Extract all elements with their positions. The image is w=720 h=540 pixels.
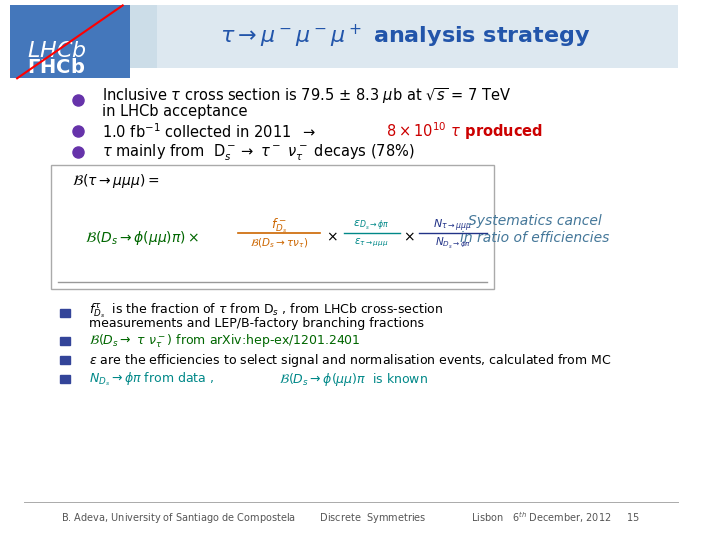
- Text: measurements and LEP/B-factory branching fractions: measurements and LEP/B-factory branching…: [89, 318, 423, 330]
- Text: $\mathcal{B}(\tau \rightarrow \mu\mu\mu) =$: $\mathcal{B}(\tau \rightarrow \mu\mu\mu)…: [71, 172, 159, 190]
- FancyBboxPatch shape: [60, 309, 70, 317]
- FancyBboxPatch shape: [60, 356, 70, 364]
- Text: $8 \times 10^{10}$ $\tau$ produced: $8 \times 10^{10}$ $\tau$ produced: [382, 120, 544, 142]
- Text: $\mathcal{B}(D_s$$\rightarrow$ $\tau$ $\nu_\tau^-$) from arXiv:hep-ex/1201.2401: $\mathcal{B}(D_s$$\rightarrow$ $\tau$ $\…: [89, 333, 360, 350]
- Text: $\times$: $\times$: [325, 231, 338, 245]
- Text: $\mathit{LHCb}$: $\mathit{LHCb}$: [27, 41, 87, 62]
- Text: $f_{D_s}^-$: $f_{D_s}^-$: [271, 216, 287, 235]
- FancyBboxPatch shape: [130, 5, 157, 68]
- Text: $\mathcal{B}(D_s \rightarrow \phi(\mu\mu)\pi) \times$: $\mathcal{B}(D_s \rightarrow \phi(\mu\mu…: [85, 228, 199, 247]
- Text: $\mathbf{\Gamma HCb}$: $\mathbf{\Gamma HCb}$: [27, 58, 86, 77]
- FancyBboxPatch shape: [51, 165, 494, 289]
- Text: $\varepsilon_{\tau \rightarrow \mu\mu\mu}$: $\varepsilon_{\tau \rightarrow \mu\mu\mu…: [354, 237, 389, 249]
- Text: $\tau$ mainly from  D$_s^-$$\rightarrow$ $\tau^-$ $\nu_\tau^-$ decays (78%): $\tau$ mainly from D$_s^-$$\rightarrow$ …: [102, 142, 415, 163]
- Text: Systematics cancel: Systematics cancel: [468, 214, 601, 228]
- Text: $\varepsilon$ are the efficiencies to select signal and normalisation events, ca: $\varepsilon$ are the efficiencies to se…: [89, 352, 611, 369]
- Text: B. Adeva, University of Santiago de Compostela        Discrete  Symmetries      : B. Adeva, University of Santiago de Comp…: [61, 510, 640, 526]
- Text: in ratio of efficiencies: in ratio of efficiencies: [460, 231, 609, 245]
- Text: $\mathcal{B}(D_s$$\rightarrow$$\phi(\mu\mu)\pi$  is known: $\mathcal{B}(D_s$$\rightarrow$$\phi(\mu\…: [279, 370, 428, 388]
- FancyBboxPatch shape: [60, 375, 70, 383]
- FancyBboxPatch shape: [133, 5, 678, 68]
- Text: $N_{D_s \rightarrow \phi\pi}$: $N_{D_s \rightarrow \phi\pi}$: [435, 235, 471, 251]
- Text: in LHCb acceptance: in LHCb acceptance: [102, 104, 248, 119]
- Text: $\mathcal{B}(D_s \rightarrow \tau\nu_\tau)$: $\mathcal{B}(D_s \rightarrow \tau\nu_\ta…: [251, 236, 308, 250]
- FancyBboxPatch shape: [60, 337, 70, 346]
- Text: $f_{D_s}^\tau$  is the fraction of $\tau$ from D$_s$ , from LHCb cross-section: $f_{D_s}^\tau$ is the fraction of $\tau$…: [89, 301, 443, 320]
- Text: $N_{D_s}$$\rightarrow$$\phi\pi$ from data ,: $N_{D_s}$$\rightarrow$$\phi\pi$ from dat…: [89, 370, 219, 388]
- Text: $\times$: $\times$: [403, 231, 415, 245]
- Text: $\varepsilon_{D_s \rightarrow \phi\pi}$: $\varepsilon_{D_s \rightarrow \phi\pi}$: [353, 219, 390, 233]
- Text: $\tau \rightarrow \mu^-\mu^-\mu^+$ analysis strategy: $\tau \rightarrow \mu^-\mu^-\mu^+$ analy…: [220, 23, 590, 50]
- Text: Inclusive $\tau$ cross section is 79.5 $\pm$ 8.3 $\mu$b at $\sqrt{s}$ = 7 TeV: Inclusive $\tau$ cross section is 79.5 $…: [102, 86, 512, 106]
- Text: $N_{\tau \rightarrow \mu\mu\mu}$: $N_{\tau \rightarrow \mu\mu\mu}$: [433, 218, 472, 234]
- FancyBboxPatch shape: [10, 5, 130, 78]
- Text: 1.0 fb$^{-1}$ collected in 2011  $\rightarrow$: 1.0 fb$^{-1}$ collected in 2011 $\righta…: [102, 122, 317, 140]
